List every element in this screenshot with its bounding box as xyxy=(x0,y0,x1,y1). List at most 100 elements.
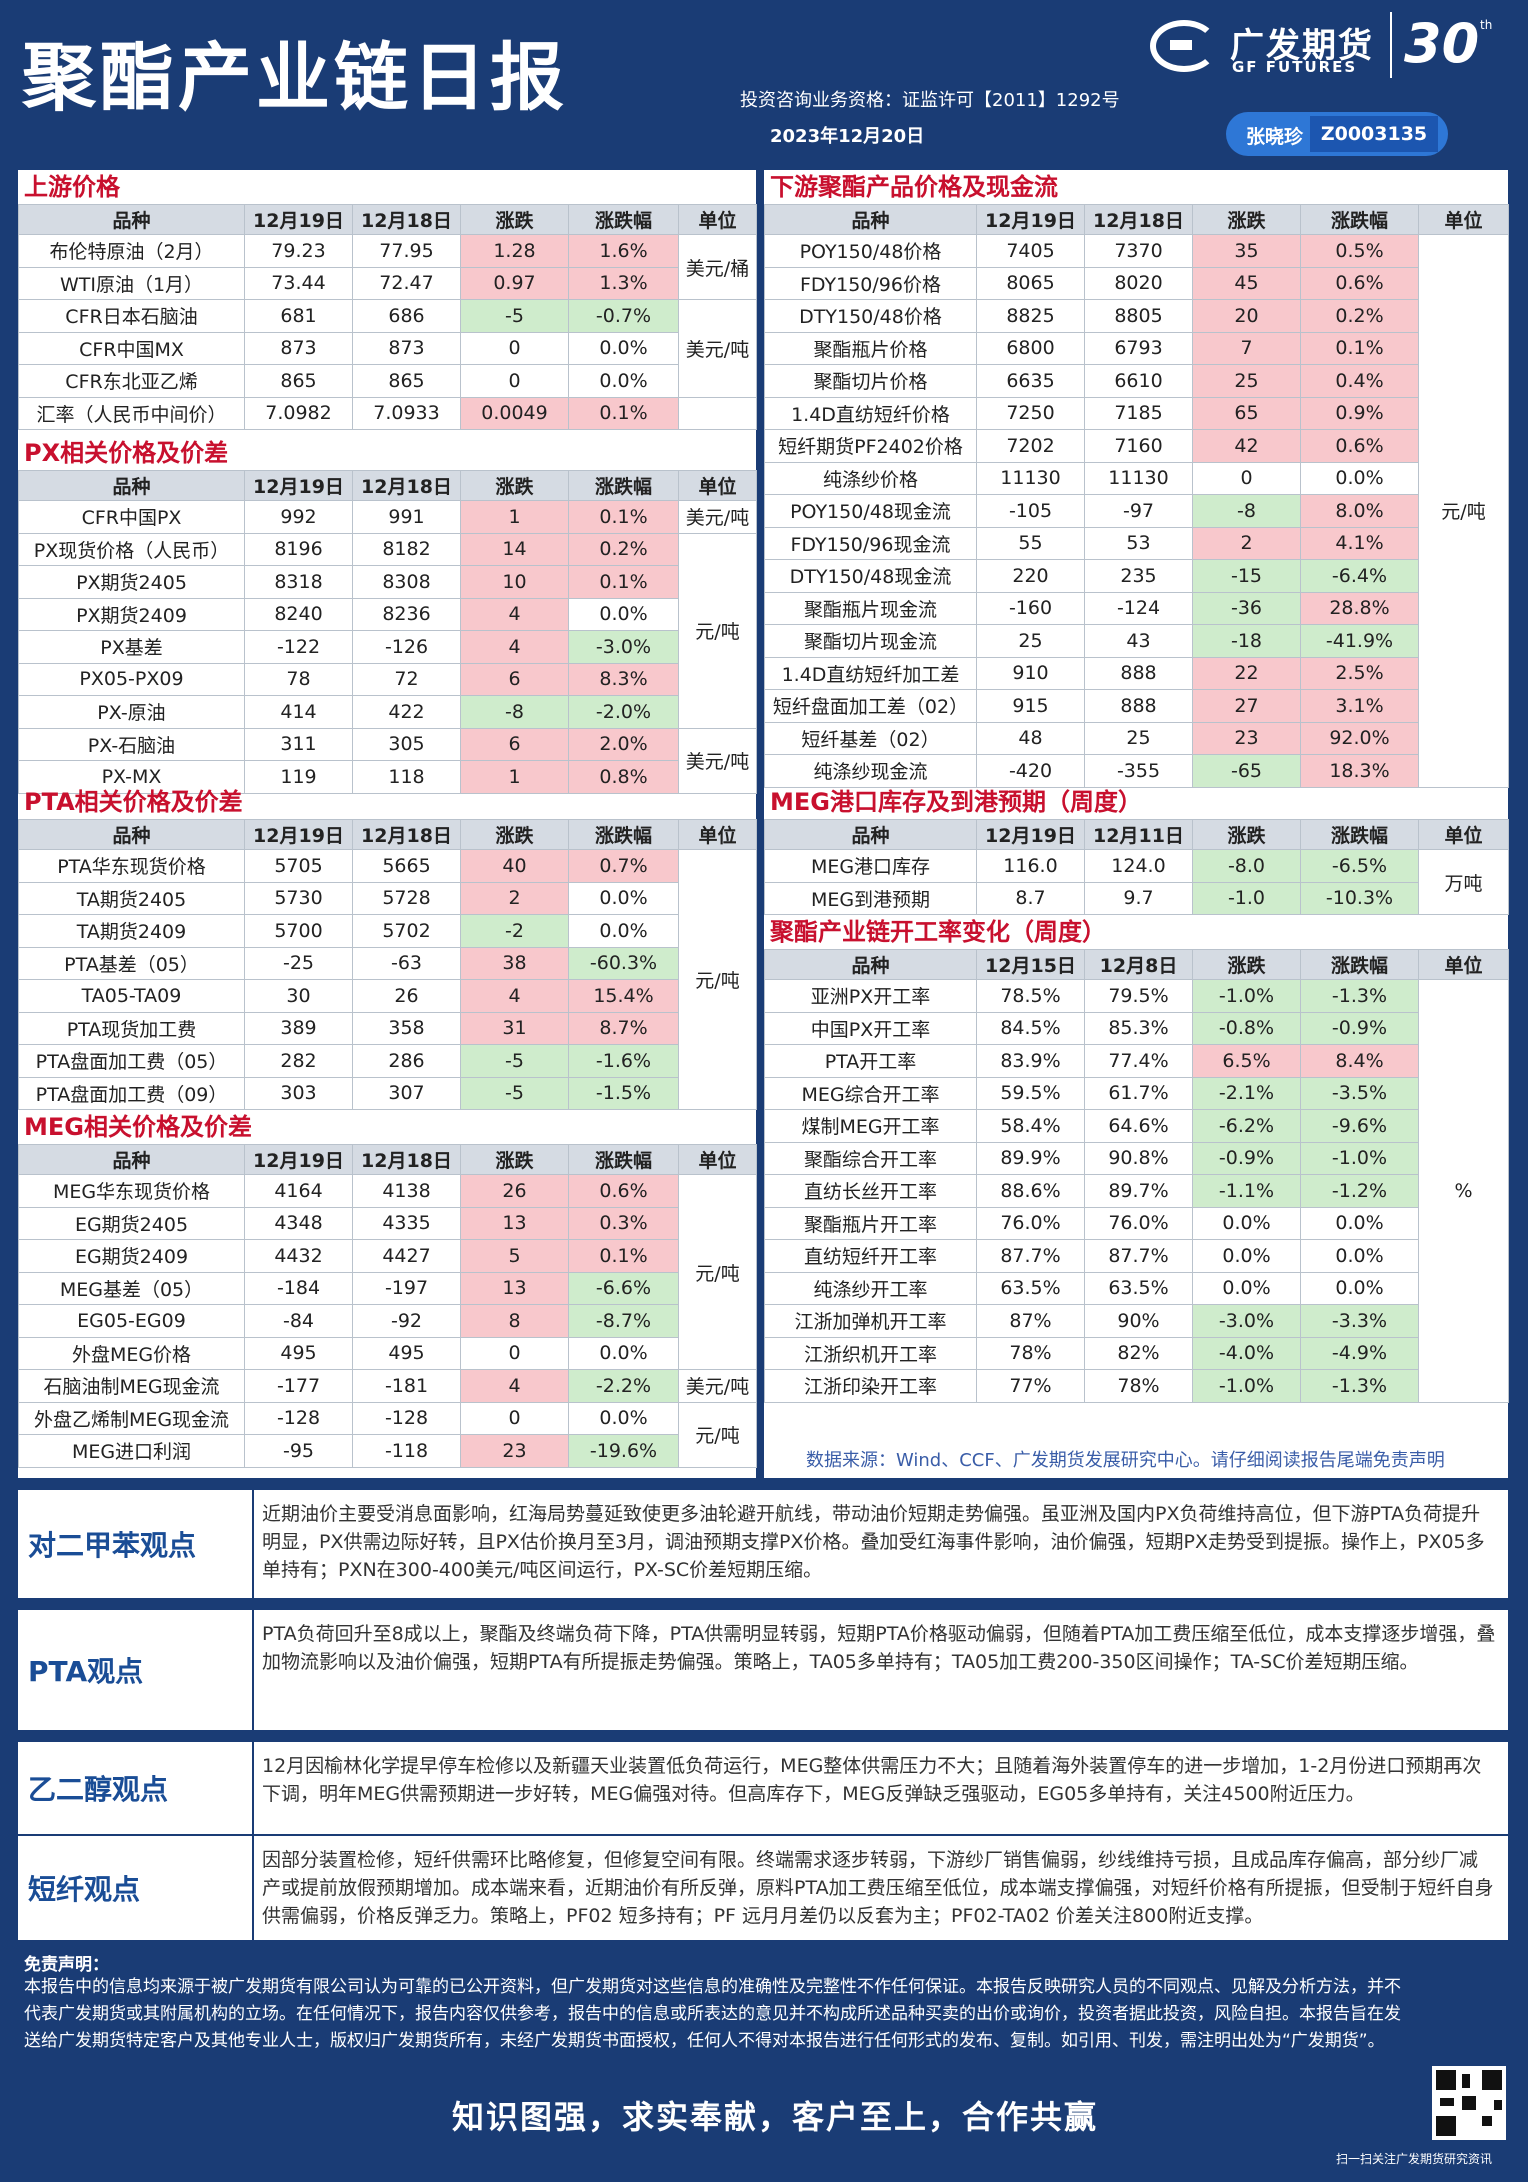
unit-cell: 元/吨 xyxy=(1418,234,1509,788)
table-row: 1.4D直纺短纤加工差 910 888 22 2.5% xyxy=(764,656,1509,690)
change-pct: 8.3% xyxy=(568,662,679,696)
value-previous: 286 xyxy=(352,1044,461,1078)
value-previous: 43 xyxy=(1084,624,1193,658)
column-header: 品种 xyxy=(18,204,245,235)
change-pct: 0.0% xyxy=(1300,1239,1419,1273)
column-header: 12月15日 xyxy=(976,949,1085,980)
value-previous: 888 xyxy=(1084,689,1193,723)
item-name: 外盘MEG价格 xyxy=(18,1336,245,1370)
value-previous: 991 xyxy=(352,500,461,534)
column-header: 涨跌幅 xyxy=(1300,949,1419,980)
change: 0.0% xyxy=(1192,1239,1301,1273)
table-row: MEG综合开工率 59.5% 61.7% -2.1% -3.5% xyxy=(764,1076,1509,1110)
table-row: PTA基差（05） -25 -63 38 -60.3% xyxy=(18,946,757,980)
item-name: 聚酯切片现金流 xyxy=(764,624,977,658)
table-row: 汇率（人民币中间价） 7.0982 7.0933 0.0049 0.1% xyxy=(18,396,757,430)
item-name: 1.4D直纺短纤加工差 xyxy=(764,656,977,690)
column-header: 品种 xyxy=(18,470,245,501)
table-row: POY150/48现金流 -105 -97 -8 8.0% xyxy=(764,494,1509,528)
value-current: 119 xyxy=(244,760,353,794)
change: 0 xyxy=(1192,461,1301,495)
unit-cell: 元/吨 xyxy=(678,532,757,729)
value-current: 7250 xyxy=(976,396,1085,430)
section-title-downstream: 下游聚酯产品价格及现金流 xyxy=(770,173,1058,201)
change: -15 xyxy=(1192,559,1301,593)
table-row: CFR中国PX 992 991 1 0.1% 美元/吨 xyxy=(18,500,757,534)
column-header: 涨跌幅 xyxy=(1300,204,1419,235)
column-header: 12月18日 xyxy=(352,204,461,235)
value-previous: 124.0 xyxy=(1084,849,1193,883)
change-pct: 0.8% xyxy=(568,760,679,794)
disclaimer-text: 本报告中的信息均来源于被广发期货有限公司认为可靠的已公开资料，但广发期货对这些信… xyxy=(24,1977,1401,2051)
logo-en: GF FUTURES xyxy=(1232,58,1358,76)
value-current: 8318 xyxy=(244,565,353,599)
value-previous: -124 xyxy=(1084,591,1193,625)
column-header: 涨跌 xyxy=(1192,949,1301,980)
item-name: CFR中国MX xyxy=(18,331,245,365)
change-pct: -1.3% xyxy=(1300,979,1419,1013)
value-current: -84 xyxy=(244,1304,353,1338)
value-current: 79.23 xyxy=(244,234,353,268)
value-current: 8240 xyxy=(244,597,353,631)
table-upstream: 品种 12月19日 12月18日 涨跌 涨跌幅 单位 布伦特原油（2月） 79.23 77.95… xyxy=(18,204,757,430)
author-badge: 张晓珍 Z0003135 xyxy=(1226,112,1448,156)
change: 42 xyxy=(1192,429,1301,463)
value-current: -25 xyxy=(244,946,353,980)
change: -8 xyxy=(1192,494,1301,528)
table-row: MEG到港预期 8.7 9.7 -1.0 -10.3% xyxy=(764,881,1509,915)
value-previous: 8182 xyxy=(352,532,461,566)
value-current: 8065 xyxy=(976,266,1085,300)
change-pct: -0.7% xyxy=(568,299,679,333)
table-row: CFR东北亚乙烯 865 865 0 0.0% xyxy=(18,364,757,398)
item-name: PTA基差（05） xyxy=(18,946,245,980)
change: 65 xyxy=(1192,396,1301,430)
value-previous: -118 xyxy=(352,1434,461,1468)
table-row: PX-原油 414 422 -8 -2.0% xyxy=(18,695,757,729)
column-header: 单位 xyxy=(1418,819,1509,850)
value-current: 414 xyxy=(244,695,353,729)
table-row: PX现货价格（人民币） 8196 8182 14 0.2% 元/吨 xyxy=(18,532,757,729)
item-name: MEG到港预期 xyxy=(764,881,977,915)
item-name: TA期货2405 xyxy=(18,881,245,915)
column-header: 品种 xyxy=(764,819,977,850)
change: 1.28 xyxy=(460,234,569,268)
value-previous: -92 xyxy=(352,1304,461,1338)
table-megport: 品种 12月19日 12月11日 涨跌 涨跌幅 单位 MEG港口库存 116.0 124.0 -8… xyxy=(764,819,1509,915)
change-pct: 0.6% xyxy=(1300,429,1419,463)
change-pct: 0.5% xyxy=(1300,234,1419,268)
change-pct: -1.0% xyxy=(1300,1141,1419,1175)
value-previous: -126 xyxy=(352,630,461,664)
change: -4.0% xyxy=(1192,1336,1301,1370)
change: 0 xyxy=(460,1401,569,1435)
column-header: 涨跌幅 xyxy=(568,470,679,501)
change: -3.0% xyxy=(1192,1304,1301,1338)
change-pct: 0.0% xyxy=(568,597,679,631)
anniversary-number: 30 xyxy=(1404,12,1480,75)
qr-code[interactable] xyxy=(1432,2066,1506,2140)
change-pct: 0.0% xyxy=(1300,1271,1419,1305)
change: 7 xyxy=(1192,331,1301,365)
table-row: TA05-TA09 30 26 4 15.4% xyxy=(18,979,757,1013)
table-row: 外盘MEG价格 495 495 0 0.0% xyxy=(18,1336,757,1370)
change: 2 xyxy=(460,881,569,915)
value-previous: 82% xyxy=(1084,1336,1193,1370)
table-row: PTA开工率 83.9% 77.4% 6.5% 8.4% xyxy=(764,1044,1509,1078)
column-header: 12月19日 xyxy=(976,819,1085,850)
item-name: 江浙印染开工率 xyxy=(764,1369,977,1403)
item-name: MEG进口利润 xyxy=(18,1434,245,1468)
change: 38 xyxy=(460,946,569,980)
value-current: -122 xyxy=(244,630,353,664)
value-current: 73.44 xyxy=(244,266,353,300)
value-previous: 5728 xyxy=(352,881,461,915)
change-pct: -10.3% xyxy=(1300,881,1419,915)
item-name: 石脑油制MEG现金流 xyxy=(18,1369,245,1403)
change-pct: 0.1% xyxy=(568,1239,679,1273)
change: 23 xyxy=(1192,721,1301,755)
table-row: 纯涤纱开工率 63.5% 63.5% 0.0% 0.0% xyxy=(764,1271,1509,1305)
table-header-row: 品种 12月19日 12月18日 涨跌 涨跌幅 单位 xyxy=(18,470,757,501)
change: -5 xyxy=(460,299,569,333)
value-previous: 90.8% xyxy=(1084,1141,1193,1175)
value-previous: -128 xyxy=(352,1401,461,1435)
value-current: 5700 xyxy=(244,914,353,948)
value-previous: 6793 xyxy=(1084,331,1193,365)
